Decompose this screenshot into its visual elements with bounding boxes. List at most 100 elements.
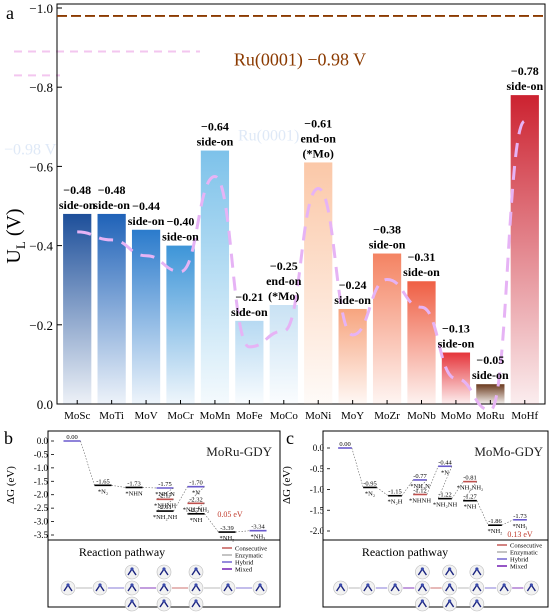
panel-b-title: MoRu-GDY <box>206 444 272 459</box>
panel-c-energy-levels: 0.00 -0.95 *N₂ -1.15 *N₂H -0.77 *NH₂N-1.12 *NHN… <box>338 441 527 535</box>
x-tick-label: MoMn <box>200 410 231 422</box>
bar-moni <box>304 162 333 404</box>
molecule-cell <box>188 580 204 596</box>
level-connector <box>376 487 389 496</box>
x-tick-label: MoCo <box>270 410 299 422</box>
panel-c-y-axis-label: ΔG (eV) <box>281 466 293 504</box>
molecule-atom <box>448 567 452 571</box>
level-connector <box>412 479 428 495</box>
energy-value: -1.70 <box>189 480 203 487</box>
energy-value: -0.77 <box>413 473 427 480</box>
bar-value-label: −0.13 <box>442 322 470 336</box>
y-tick-label: -2.5 <box>34 503 49 513</box>
molecule-atom <box>162 599 166 603</box>
bar-mov <box>131 229 161 404</box>
panel-b-annotation: 0.05 eV <box>217 510 243 519</box>
bar-value-label: −0.24 <box>339 278 367 292</box>
molecule-cell <box>124 580 140 596</box>
molecule-atom <box>130 567 134 571</box>
y-tick-label: -0.5 <box>310 464 325 474</box>
molecule-atom <box>448 599 452 603</box>
molecule-atom <box>194 583 198 587</box>
molecule-atom <box>420 599 424 603</box>
molecule-atom <box>162 583 166 587</box>
species-label: *N <box>192 490 200 497</box>
species-label: *N <box>441 469 449 476</box>
species-label: *N₂H <box>388 499 403 506</box>
molecule-atom <box>98 583 102 587</box>
energy-value: -3.39 <box>220 525 234 532</box>
bar-mocr <box>166 245 195 404</box>
bar-value-label: −0.44 <box>132 199 160 213</box>
species-label: *NH₂NH <box>433 502 458 509</box>
molecule-atom <box>366 583 370 587</box>
level-connector <box>235 530 250 533</box>
legend-entry: Enzymatic <box>235 553 263 560</box>
panel-c-title: MoMo-GDY <box>474 444 543 459</box>
molecule-cell <box>360 580 376 596</box>
bar-value-label: −0.31 <box>408 250 436 264</box>
molecule-cell <box>415 580 430 596</box>
panel-b-y-ticks: 0.0 -0.5 -1.0 -1.5 -2.0 -2.5 -3.0 -3.5 <box>34 436 54 540</box>
panel-a: a Ru(0001) −0.98 V 0.0 −0.2 −0.4 −0.6 −0.8 −1.… <box>3 1 546 422</box>
legend-entry: Enzymatic <box>510 550 538 557</box>
molecule-atom <box>420 567 424 571</box>
y-tick-label: 0.0 <box>313 443 325 453</box>
y-tick-label: −0.8 <box>29 80 53 95</box>
legend-entry: Mixed <box>235 567 253 574</box>
molecule-cell <box>188 564 204 580</box>
molecule-cell <box>252 580 268 596</box>
species-label: *NH₃ <box>251 534 266 541</box>
molecule-cell <box>387 580 403 596</box>
molecule-cell <box>156 564 172 580</box>
bar-value-label: −0.48 <box>98 183 126 197</box>
molecule-atom <box>475 599 479 603</box>
bar-mode-label: (*Mo) <box>268 289 299 303</box>
bar-mode-label: side-on <box>231 305 268 319</box>
level-connector <box>156 487 174 500</box>
molecule-atom <box>130 583 134 587</box>
level-connector <box>156 499 174 512</box>
x-tick-label: MoTi <box>99 410 124 422</box>
species-label: *NHNH <box>154 502 176 509</box>
level-connector <box>187 503 205 515</box>
x-tick-label: MoHf <box>511 410 538 422</box>
panel-label-b: b <box>4 428 13 448</box>
bar-momo <box>441 352 471 404</box>
molecule-cell <box>469 564 485 580</box>
energy-value: -1.75 <box>158 481 172 488</box>
energy-value: -1.73 <box>513 513 527 520</box>
x-tick-label: MoMo <box>441 410 472 422</box>
species-label: *NHN <box>125 490 143 497</box>
level-connector <box>204 513 219 533</box>
bar-mode-label: (*Mo) <box>303 146 334 160</box>
molecule-cell <box>415 564 430 580</box>
bar-moy <box>338 308 367 404</box>
legend-entry: Hybrid <box>235 560 254 567</box>
bar-mode-label: side-on <box>59 198 96 212</box>
bar-value-label: −0.78 <box>511 64 539 78</box>
y-tick-label: −0.6 <box>29 159 53 174</box>
energy-value: -1.27 <box>463 494 477 501</box>
bar-monb <box>407 281 436 404</box>
molecule-cell <box>333 580 348 596</box>
x-tick-label: MoV <box>134 410 157 422</box>
molecule-cell <box>60 580 76 596</box>
molecule-atom <box>66 583 70 587</box>
panel-b: b MoRu-GDY ΔG (eV) 0.0 -0.5 -1.0 -1.5 -2.0 -2… <box>4 428 281 612</box>
species-label: *NH₂N <box>410 483 430 490</box>
legend-entry: Mixed <box>510 564 528 571</box>
level-connector <box>351 447 364 488</box>
bar-mohf <box>510 95 539 405</box>
energy-value: -0.95 <box>363 480 377 487</box>
molecule-atom <box>420 583 424 587</box>
bar-mozr <box>372 253 402 404</box>
level-connector <box>476 500 489 526</box>
bar-moco <box>269 305 298 404</box>
species-label: *N₂ <box>98 488 108 495</box>
bar-momn <box>200 150 230 404</box>
molecule-cell <box>524 580 539 596</box>
bar-mode-label: side-on <box>162 230 199 244</box>
molecule-atom <box>448 583 452 587</box>
